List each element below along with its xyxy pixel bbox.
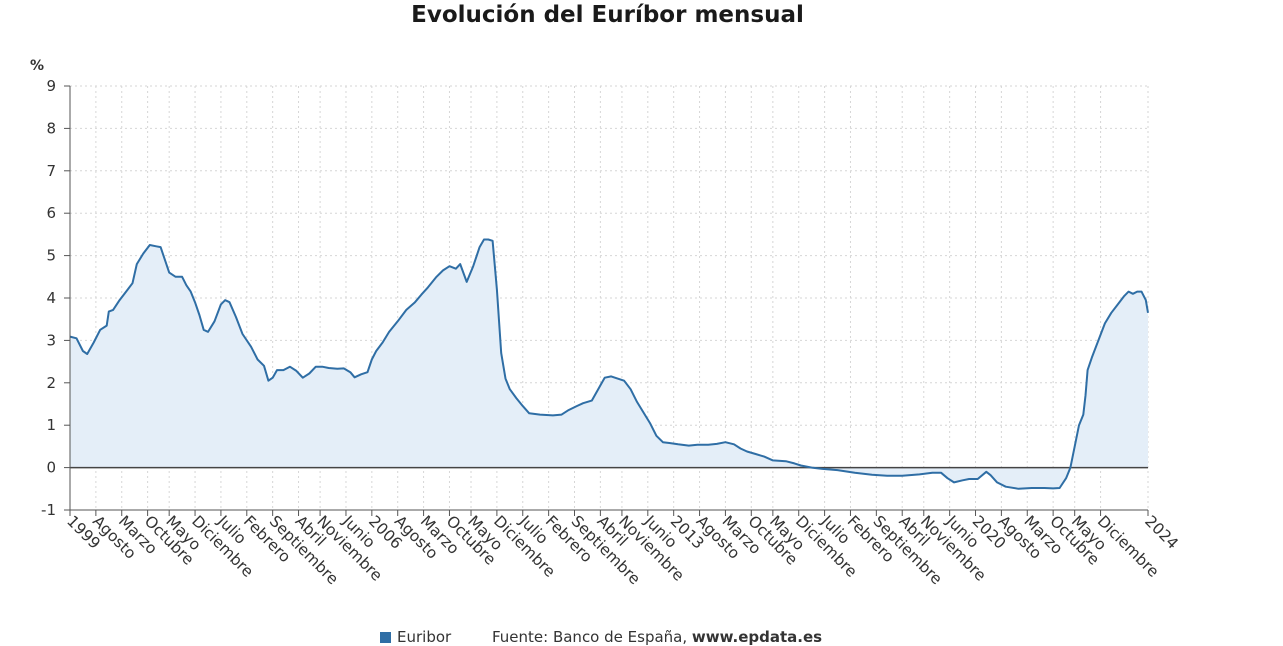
y-tick-label: 0 <box>46 459 56 477</box>
euribor-area <box>70 239 1148 489</box>
y-tick-label: 3 <box>46 331 56 349</box>
y-tick-label: 2 <box>46 374 56 392</box>
y-tick-label: 6 <box>46 204 56 222</box>
x-tick-label: 2024 <box>1141 512 1182 553</box>
source-link[interactable]: www.epdata.es <box>691 628 823 646</box>
y-tick-label: 5 <box>46 247 56 265</box>
chart-footer: Euribor Fuente: Banco de España, www.epd… <box>380 628 822 646</box>
y-tick-label: 8 <box>46 119 56 137</box>
y-tick-label: 9 <box>46 77 56 95</box>
euribor-line <box>69 238 1149 490</box>
y-tick-label: 7 <box>46 162 56 180</box>
y-tick-label: 4 <box>46 289 56 307</box>
source-label: Fuente: Banco de España, <box>491 628 688 646</box>
y-unit-label: % <box>30 58 44 74</box>
legend-label: Euribor <box>397 628 452 646</box>
legend-swatch <box>380 632 391 643</box>
y-tick-label: -1 <box>41 501 56 519</box>
chart-title: Evolución del Euríbor mensual <box>411 2 804 28</box>
y-tick-label: 1 <box>46 416 56 434</box>
